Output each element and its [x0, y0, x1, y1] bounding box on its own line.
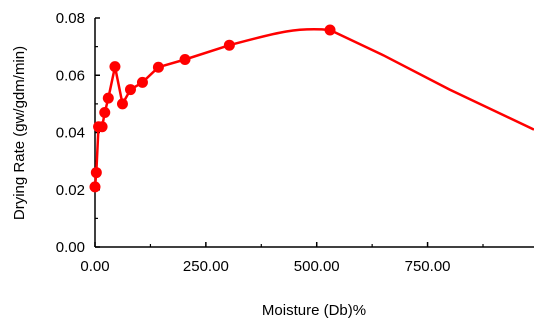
data-point — [102, 92, 114, 104]
data-point — [89, 181, 101, 193]
data-point — [179, 54, 191, 66]
x-tick-label: 0.00 — [80, 258, 109, 275]
data-point — [96, 121, 108, 133]
data-point — [109, 61, 121, 73]
data-point — [124, 84, 136, 96]
data-point — [90, 167, 102, 179]
data-point — [152, 61, 164, 73]
data-point — [324, 24, 336, 36]
x-tick-label: 250.00 — [183, 258, 229, 275]
y-tick-label: 0.02 — [56, 182, 85, 199]
series-line — [93, 28, 534, 188]
data-point — [116, 98, 128, 110]
data-point — [99, 106, 111, 118]
axes — [94, 18, 534, 248]
series-layer — [89, 24, 534, 193]
y-tick-label: 0.00 — [56, 239, 85, 256]
y-axis-title: Drying Rate (gw/gdm/min) — [11, 46, 28, 220]
data-point — [136, 76, 148, 88]
y-tick-label: 0.06 — [56, 67, 85, 84]
y-tick-label: 0.04 — [56, 125, 85, 142]
x-tick-label: 750.00 — [405, 258, 451, 275]
x-tick-label: 500.00 — [294, 258, 340, 275]
data-point — [223, 39, 235, 51]
y-tick-label: 0.08 — [56, 10, 85, 27]
y-ticks: 0.00 0.02 0.04 0.06 0.08 — [56, 10, 100, 256]
x-axis-title: Moisture (Db)% — [262, 302, 366, 319]
x-ticks: 0.00 250.00 500.00 750.00 — [80, 242, 484, 275]
